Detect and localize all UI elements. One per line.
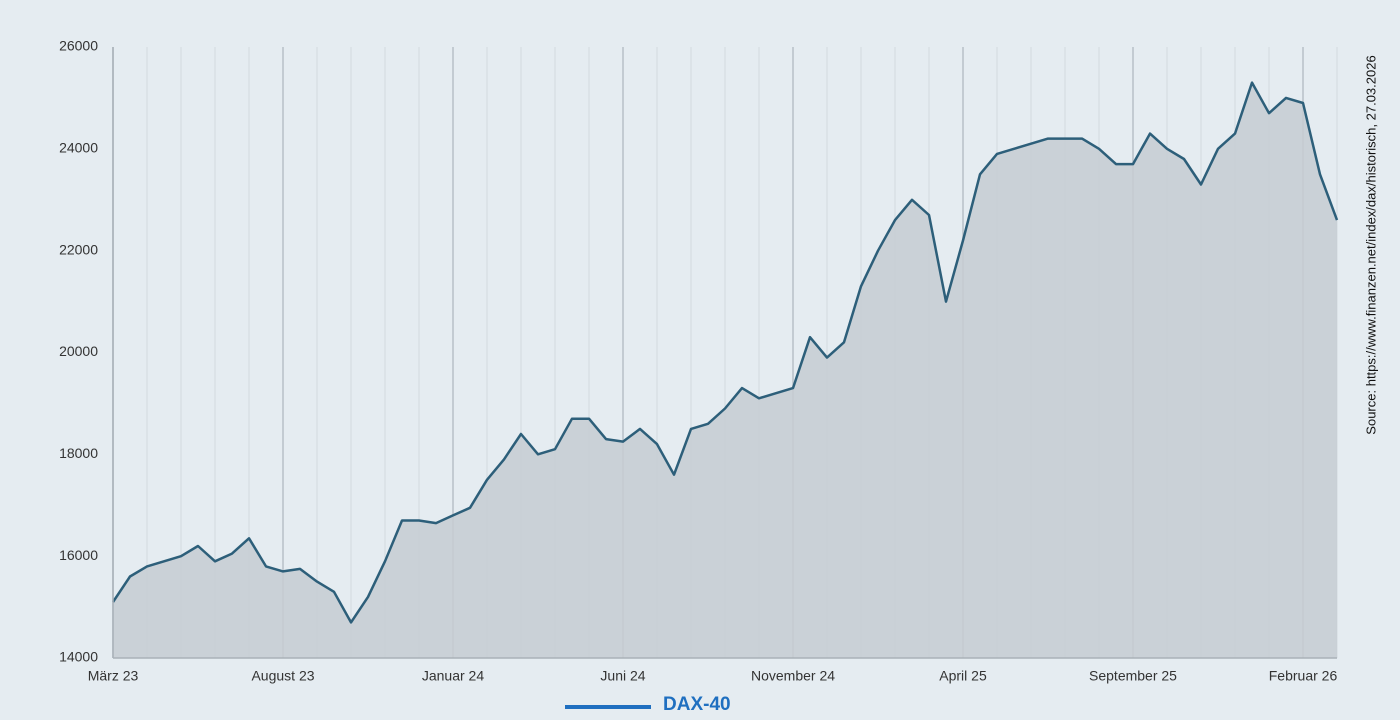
x-tick-label: Februar 26 [1269, 668, 1338, 684]
legend-label: DAX-40 [663, 694, 731, 715]
x-tick-label: September 25 [1089, 668, 1177, 684]
x-tick-label: August 23 [251, 668, 314, 684]
source-note: Source: https://www.finanzen.net/index/d… [1363, 55, 1378, 434]
y-tick-label: 14000 [59, 649, 98, 665]
x-tick-label: März 23 [88, 668, 139, 684]
y-tick-label: 20000 [59, 343, 98, 359]
plot-area [111, 47, 1339, 659]
line [111, 81, 1339, 624]
x-tick-label: April 25 [939, 668, 987, 684]
x-tick-label: Januar 24 [422, 668, 484, 684]
x-tick-label: November 24 [751, 668, 835, 684]
labels: 14000 16000 18000 20000 22000 24000 26000 März … [59, 38, 1337, 684]
area-fill [113, 82, 1337, 659]
y-tick-label: 16000 [59, 547, 98, 563]
y-tick-label: 24000 [59, 140, 98, 156]
y-tick-label: 26000 [59, 38, 98, 54]
y-tick-label: 18000 [59, 445, 98, 461]
x-tick-label: Juni 24 [600, 668, 645, 684]
y-tick-label: 22000 [59, 241, 98, 257]
